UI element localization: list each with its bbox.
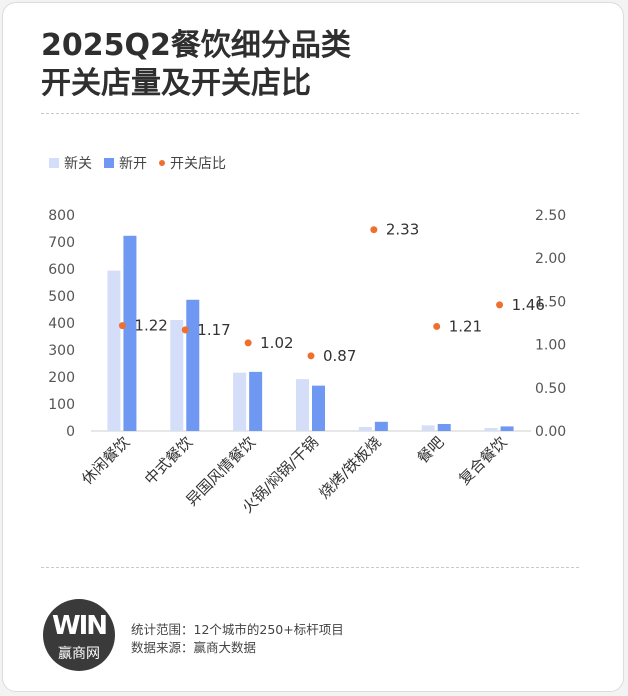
ratio-data-label: 1.02 [260, 334, 293, 352]
ratio-data-label: 1.46 [512, 296, 545, 314]
y-right-tick-label: 0.00 [535, 424, 566, 440]
title-line-1: 2025Q2餐饮细分品类 [41, 28, 351, 63]
legend-closed: 新关 [49, 153, 92, 173]
ratio-point [118, 322, 126, 330]
category-tick-label: 餐吧 [414, 433, 448, 467]
ratio-point [307, 352, 315, 360]
bar-closed [358, 426, 372, 431]
y-right-tick-label: 1.00 [535, 338, 566, 354]
footer-source: 数据来源：赢商大数据 [131, 640, 257, 655]
y-right-tick-label: 0.50 [535, 381, 566, 397]
legend-opened-swatch [104, 158, 114, 168]
ratio-point [181, 326, 189, 334]
bar-opened [249, 371, 263, 431]
ratio-data-label: 2.33 [386, 221, 419, 239]
bar-closed [296, 379, 309, 431]
ratio-point [244, 339, 252, 347]
bar-opened [123, 235, 137, 431]
y-left-tick-label: 0 [66, 424, 75, 440]
y-left-tick-label: 500 [48, 289, 75, 305]
category-tick-label: 休闲餐饮 [78, 433, 133, 488]
bar-opened [437, 423, 451, 431]
bar-closed [107, 270, 121, 431]
ratio-data-label: 1.22 [134, 317, 167, 335]
y-left-tick-label: 400 [48, 316, 75, 332]
bar-closed [484, 428, 498, 431]
y-right-tick-label: 2.50 [535, 208, 566, 224]
bar-opened [186, 299, 200, 431]
legend-closed-swatch [49, 158, 59, 168]
chart-plot: 0 100 200 300 400 500 600 700 800 0.00 0.50 1.00 1.5… [48, 208, 566, 517]
bottom-divider [41, 567, 579, 568]
logo-mark: WIN [51, 611, 108, 641]
y-right-tick-label: 2.00 [535, 251, 566, 267]
y-left-tick-label: 300 [48, 343, 75, 359]
footer-scope: 统计范围：12个城市的250+标杆项目 [131, 622, 344, 637]
ratio-point [370, 226, 378, 234]
bar-closed [170, 320, 184, 431]
category-tick-label: 中式餐饮 [141, 433, 196, 488]
bar-closed [421, 425, 435, 431]
ratio-data-label: 1.21 [449, 317, 482, 335]
y-right-tick-label: 1.50 [535, 294, 566, 310]
bar-closed [233, 372, 247, 431]
y-left-tick-label: 600 [48, 262, 75, 278]
footer-notes: 统计范围：12个城市的250+标杆项目 数据来源：赢商大数据 [131, 621, 344, 657]
y-left-tick-label: 200 [48, 370, 75, 386]
y-left-tick-label: 100 [48, 397, 75, 413]
brand-logo: WIN 赢商网 [43, 599, 115, 671]
ratio-data-label: 0.87 [323, 347, 356, 365]
chart-legend: 新关 新开 开关店比 [49, 153, 232, 173]
category-tick-label: 复合餐饮 [455, 433, 510, 488]
legend-ratio: 开关店比 [159, 153, 226, 173]
title-line-2: 开关店量及开关店比 [41, 66, 311, 101]
chart-title: 2025Q2餐饮细分品类 开关店量及开关店比 [41, 27, 351, 103]
category-tick-label: 烧烤/铁板烧 [315, 433, 384, 502]
bar-opened [312, 385, 325, 431]
legend-opened: 新开 [104, 153, 147, 173]
y-left-tick-label: 800 [48, 208, 75, 224]
top-divider [41, 113, 579, 114]
y-left-tick-label: 700 [48, 235, 75, 251]
logo-name: 赢商网 [58, 646, 100, 662]
legend-ratio-marker [159, 160, 165, 166]
ratio-data-label: 1.17 [197, 321, 230, 339]
bar-opened [500, 426, 514, 431]
ratio-point [433, 322, 441, 330]
bar-opened [374, 421, 388, 431]
ratio-point [496, 301, 504, 309]
